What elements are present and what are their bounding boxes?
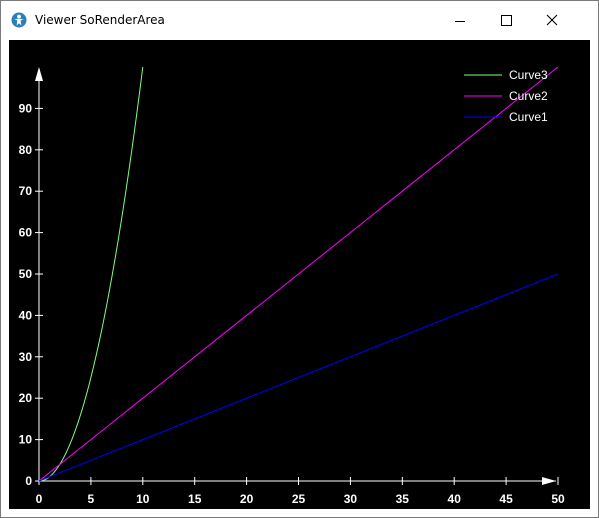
y-tick-label: 60 <box>19 226 33 240</box>
y-tick-label: 20 <box>19 391 33 405</box>
render-area[interactable]: 0 5 10 15 20 25 30 35 40 45 50 0 10 20 30 40 50 60 70 80 90 … <box>9 40 590 509</box>
line-chart: 0 5 10 15 20 25 30 35 40 45 500102030405060708090 … <box>19 66 565 506</box>
x-tick-label: 45 <box>499 492 513 506</box>
y-tick-label: 30 <box>19 350 33 364</box>
x-tick-label: 30 <box>344 492 358 506</box>
x-tick-label: 50 <box>551 492 565 506</box>
series-line-curve3 <box>38 66 144 482</box>
x-tick-label: 25 <box>292 492 306 506</box>
y-tick-label: 90 <box>19 101 33 115</box>
x-tick-label: 15 <box>188 492 202 506</box>
x-tick-label: 10 <box>136 492 150 506</box>
y-tick-label: 0 <box>25 474 32 488</box>
x-axis-arrow <box>542 477 556 485</box>
y-tick-label: 70 <box>19 184 33 198</box>
tick-marks: 0 5 10 15 20 25 30 35 40 45 50 0 10 20 30 40 50 60 70 80 90 <box>19 101 565 506</box>
maximize-icon <box>501 15 512 26</box>
x-tick-label: 5 <box>88 492 95 506</box>
series-line-curve2 <box>38 66 559 482</box>
legend-label: Curve1 <box>509 110 548 124</box>
viewer-app-icon <box>11 12 27 28</box>
x-tick-label: 20 <box>240 492 254 506</box>
y-tick-label: 80 <box>19 143 33 157</box>
x-tick-label: 0 <box>36 492 43 506</box>
maximize-button[interactable] <box>483 1 529 39</box>
y-axis-arrow <box>35 67 43 81</box>
legend: Curve3 Curve2 Curve1 <box>464 68 548 124</box>
close-icon <box>546 14 558 26</box>
legend-label: Curve2 <box>509 89 548 103</box>
minimize-button[interactable] <box>437 1 483 39</box>
y-tick-label: 10 <box>19 433 33 447</box>
y-tick-label: 50 <box>19 267 33 281</box>
title-bar[interactable]: Viewer SoRenderArea <box>1 1 598 39</box>
y-tick-label: 40 <box>19 308 33 322</box>
series-line-curve1 <box>38 273 559 482</box>
close-button[interactable] <box>529 1 575 39</box>
window-title: Viewer SoRenderArea <box>35 13 165 27</box>
series-layer <box>38 66 559 482</box>
x-tick-label: 35 <box>396 492 410 506</box>
minimize-icon <box>455 21 465 22</box>
x-tick-label: 40 <box>448 492 462 506</box>
legend-label: Curve3 <box>509 68 548 82</box>
axes <box>35 67 556 485</box>
